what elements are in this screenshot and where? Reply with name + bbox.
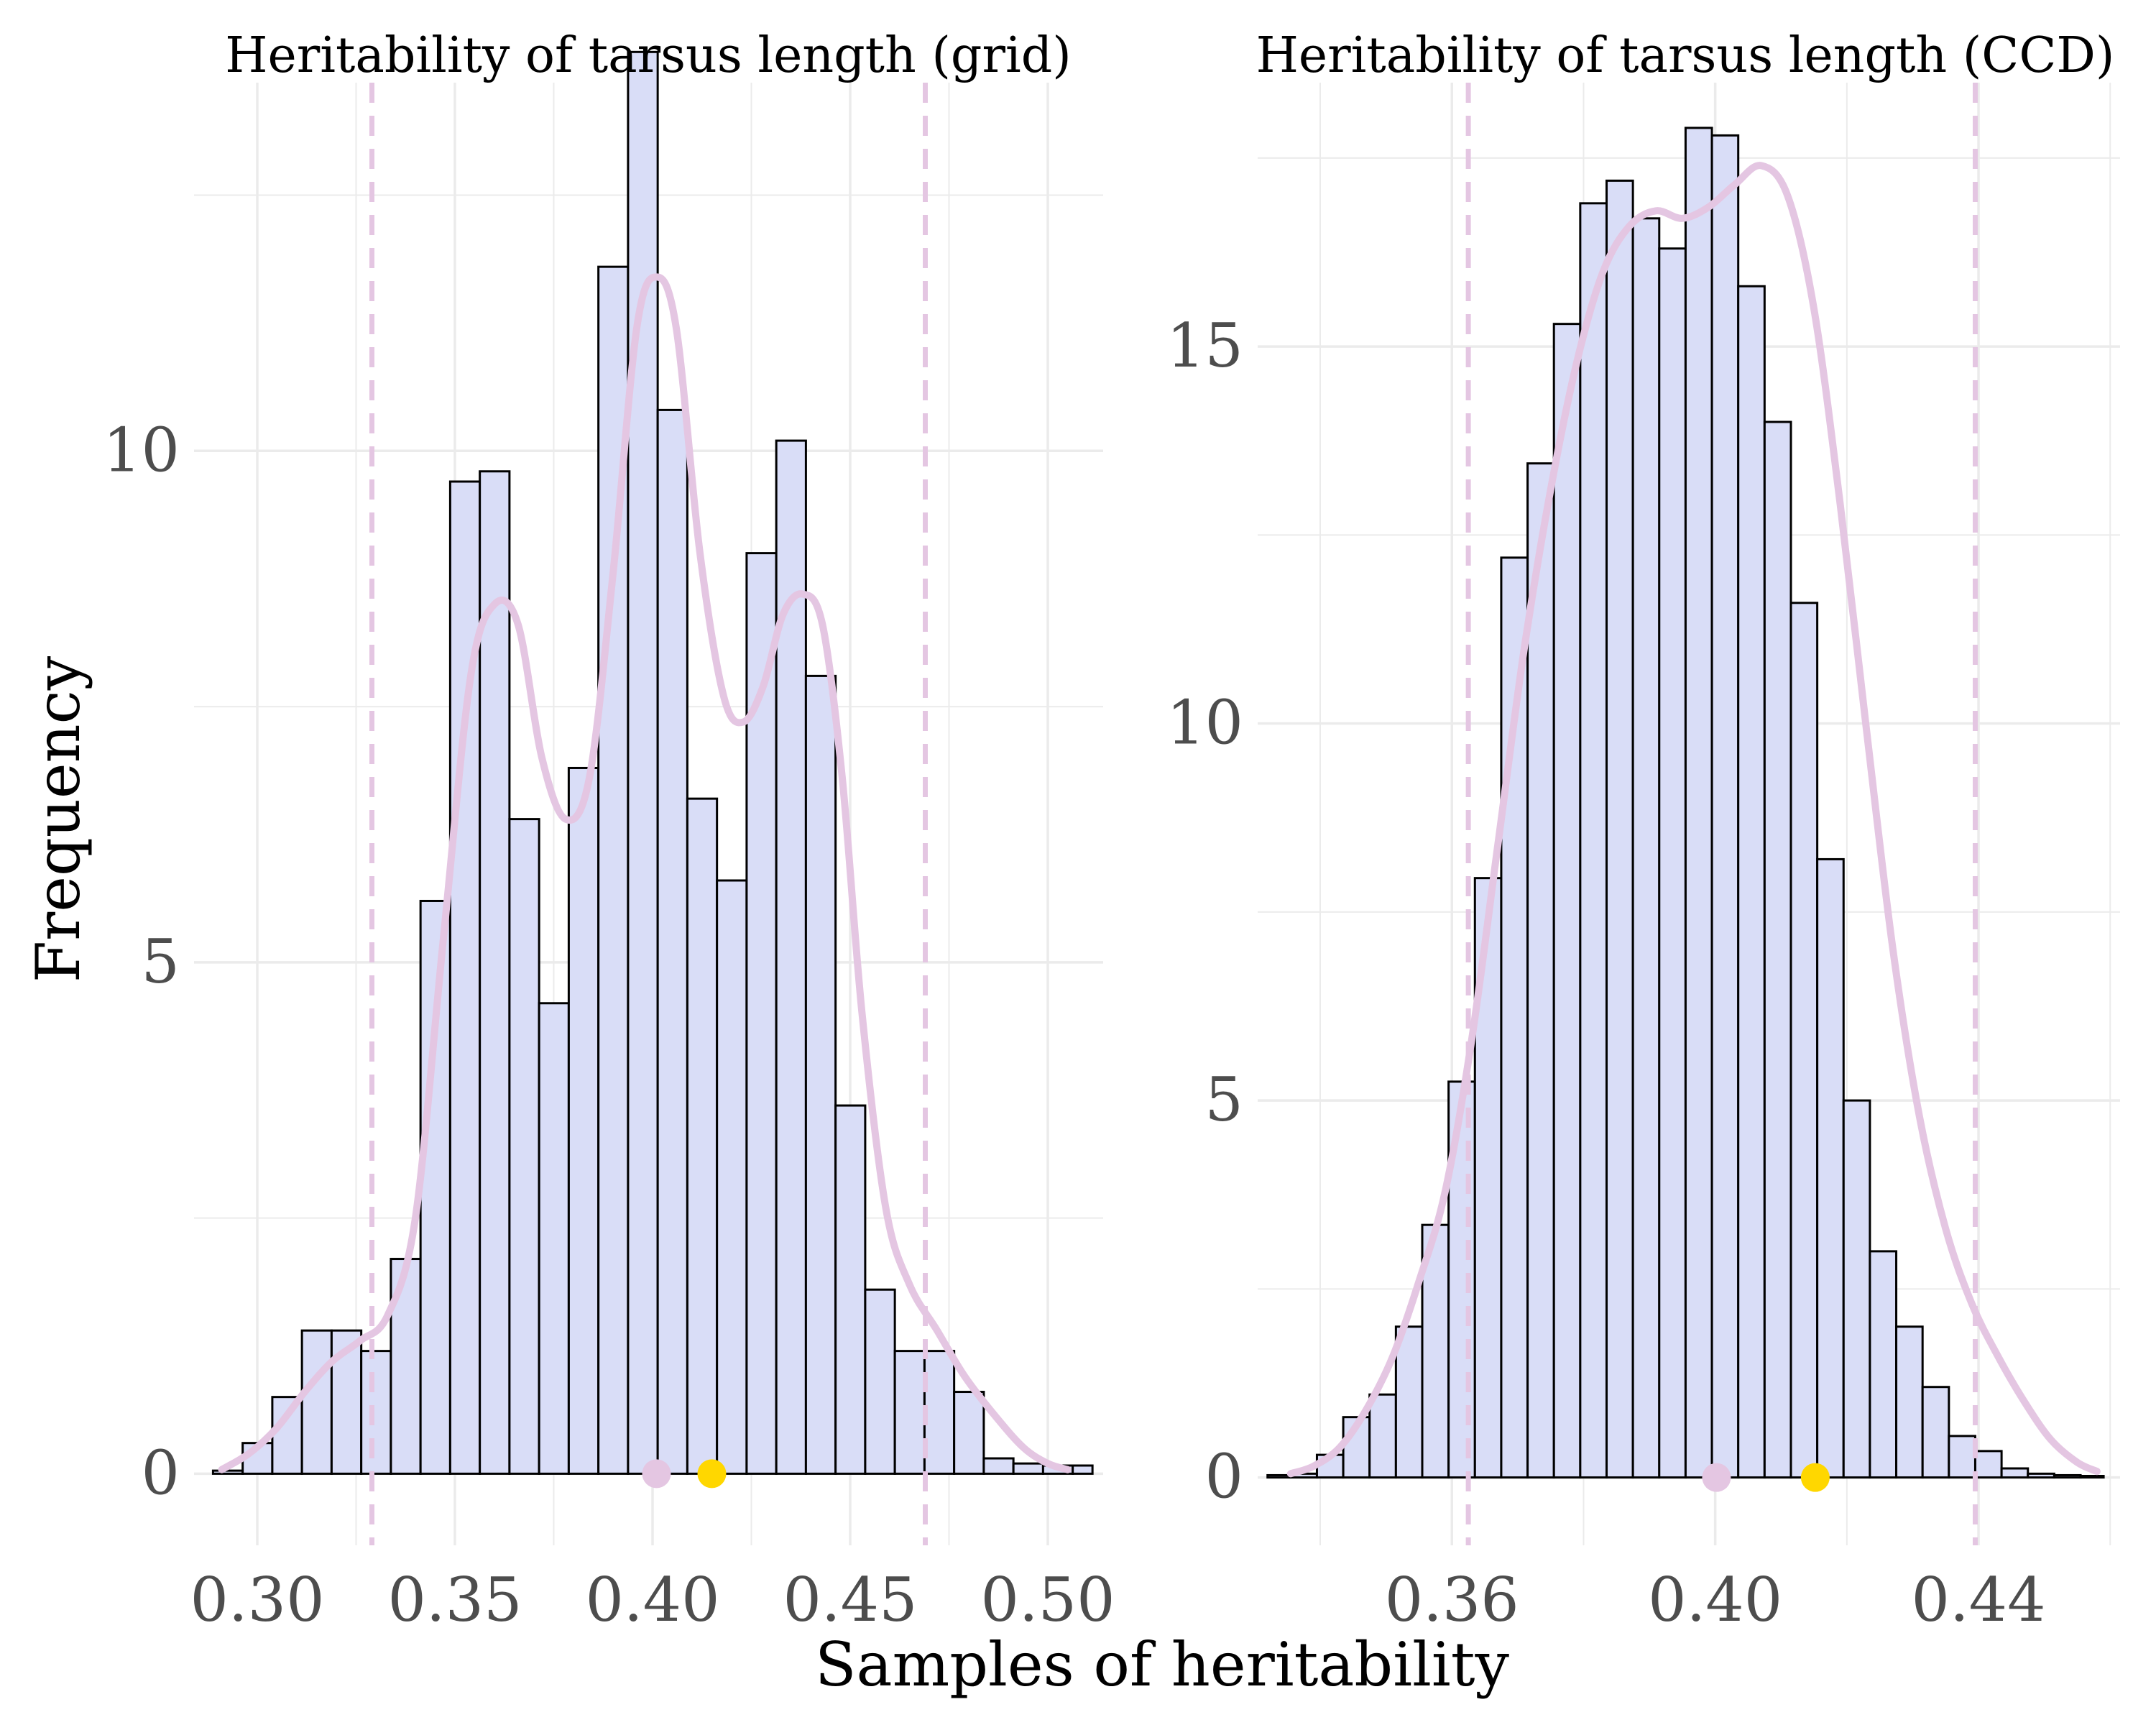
mode-point [1800,1463,1830,1492]
histogram-bar [538,1002,570,1475]
x-tick-label: 0.45 [783,1565,917,1635]
density-line [218,273,1072,1473]
histogram-bar [1684,126,1713,1479]
density-curve [1286,162,2101,1478]
x-tick-label: 0.50 [980,1565,1115,1635]
histogram-bar [1012,1462,1044,1475]
y-tick-label: 5 [142,926,180,997]
histogram-bar [716,879,748,1475]
y-tick-labels: 0 5 10 [103,415,180,1508]
y-tick-label: 5 [1205,1064,1243,1135]
histogram-bar [1552,323,1582,1479]
histogram-bar [567,766,600,1475]
histogram-bar [1368,1393,1397,1479]
y-axis-title: Frequency [23,656,93,983]
credible-interval-lines [369,83,928,1545]
x-tick-label: 0.40 [585,1565,719,1635]
histogram-bar [479,470,511,1475]
x-axis-title: Samples of heritability [815,1629,1510,1700]
histogram-bar [834,1104,867,1475]
histogram-bar [1394,1325,1424,1479]
histogram-bar [2027,1472,2055,1479]
panel-ccd: 0.36 0.40 0.44 0 5 10 15 Heritability of tars… [1166,27,2120,1635]
panel-grid: 0.30 0.35 0.40 0.45 0.50 0 5 10 Heritability o… [103,27,1115,1635]
histogram-bar [1895,1325,1924,1479]
x-tick-label: 0.44 [1912,1565,2046,1635]
density-line [1286,162,2101,1478]
histogram-bar [2079,1474,2105,1479]
y-tick-label: 10 [103,415,180,485]
density-curve [218,273,1072,1473]
mean-point [642,1459,671,1489]
histogram-bar [1500,556,1529,1479]
histogram-bar [300,1329,333,1475]
x-tick-labels: 0.36 0.40 0.44 [1385,1565,2046,1635]
histogram-bar [1789,602,1819,1479]
summary-points [1702,1463,1830,1492]
histogram-bar [508,818,540,1475]
mode-point [697,1459,727,1489]
histogram-bar [982,1457,1015,1475]
histogram-bar [1658,247,1687,1479]
x-tick-label: 0.30 [190,1565,324,1635]
histogram-bar [448,480,482,1475]
x-tick-label: 0.35 [387,1565,522,1635]
y-tick-label: 15 [1166,310,1243,381]
histogram-bar [953,1391,985,1475]
histogram-bar [360,1350,392,1475]
histogram-bar [1579,202,1608,1479]
x-tick-label: 0.40 [1648,1565,1782,1635]
histogram-bar [1973,1450,2003,1479]
x-tick-label: 0.36 [1385,1565,1519,1635]
histogram-bar [864,1288,896,1475]
histogram-bar [627,50,659,1475]
mean-point [1702,1463,1731,1492]
histogram-bar [1948,1435,1976,1479]
histogram-bar [804,674,837,1475]
histogram-bar [211,1469,244,1475]
histogram-bar [1266,1473,1292,1479]
histogram-bar [1869,1250,1898,1479]
y-tick-labels: 0 5 10 15 [1166,310,1243,1512]
credible-interval-lines [1465,83,1978,1545]
histogram-bar [1072,1464,1094,1475]
histogram-bar [893,1350,926,1475]
histogram-bar [1737,285,1766,1479]
histogram-bar [2053,1473,2082,1479]
histogram-bar [923,1350,956,1475]
summary-points [642,1459,727,1489]
histogram-bar [1605,179,1634,1479]
y-tick-label: 10 [1166,688,1243,758]
histogram-bar [1816,857,1845,1479]
histogram-bar [271,1396,303,1475]
histogram-bar [1921,1386,1950,1479]
y-tick-label: 0 [1205,1442,1243,1512]
x-tick-labels: 0.30 0.35 0.40 0.45 0.50 [190,1565,1115,1635]
histogram-bars [1266,126,2105,1479]
histogram-bar [656,408,688,1475]
histogram-bar [1631,217,1661,1479]
panel-title-ccd: Heritability of tarsus length (CCD) [1256,27,2115,84]
histogram-bar [1710,134,1740,1479]
panel-title-grid: Heritability of tarsus length (grid) [225,27,1072,84]
histogram-bar [1763,420,1792,1479]
histogram-bars [211,50,1094,1475]
histogram-bar [1842,1099,1871,1479]
histogram-bar [686,797,719,1475]
histogram-bar [2000,1467,2030,1479]
y-tick-label: 0 [142,1438,180,1508]
